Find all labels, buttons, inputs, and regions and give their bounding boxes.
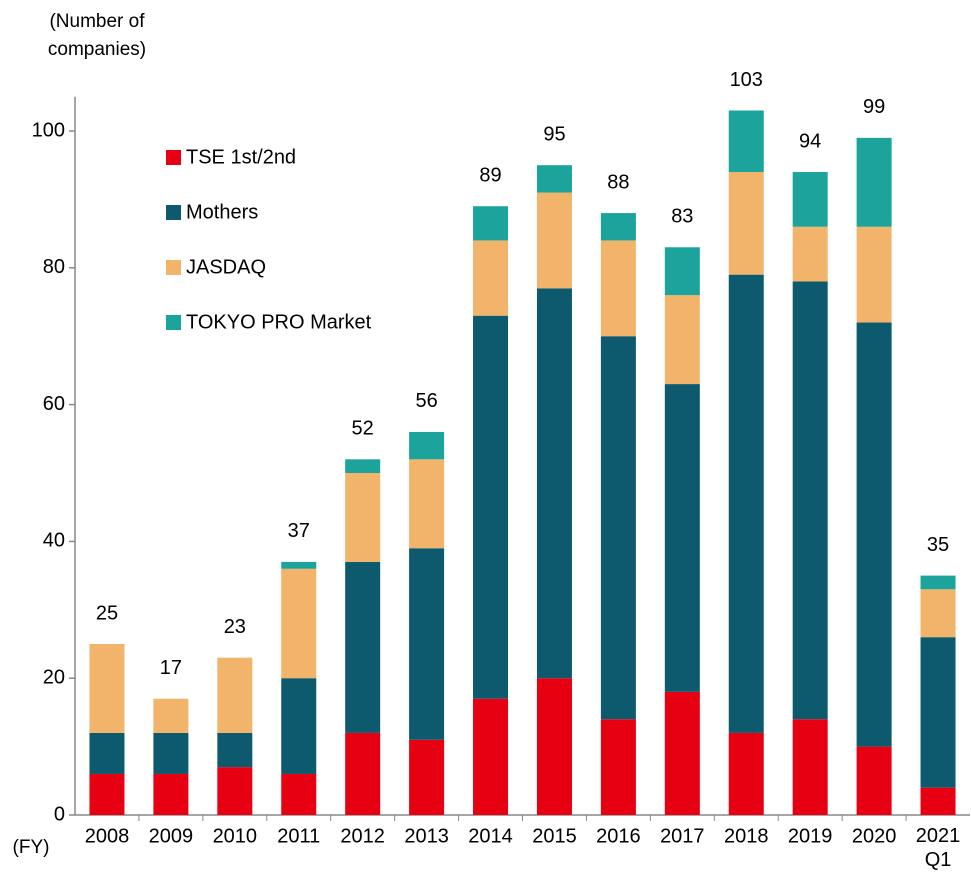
x-tick-label: 2017	[660, 825, 705, 847]
bar-segment	[473, 315, 509, 699]
bar-segment	[728, 110, 764, 173]
total-label: 89	[479, 165, 501, 187]
bar-segment	[217, 767, 253, 815]
bar-segment	[792, 281, 828, 720]
bar-segment	[728, 732, 764, 815]
bar-segment	[345, 561, 381, 733]
x-tick-label: 2011	[277, 825, 320, 847]
bar-segment	[728, 172, 764, 275]
bar-segment	[600, 719, 636, 815]
bar-segment	[856, 137, 892, 227]
bar-segment	[473, 240, 509, 316]
bar-segment	[153, 732, 189, 774]
bar-segment	[920, 589, 956, 638]
bar-segment	[409, 739, 445, 815]
bar-segment	[856, 322, 892, 747]
legend-label: TOKYO PRO Market	[186, 311, 372, 333]
bar-segment	[600, 336, 636, 720]
x-tick-label: 2020	[852, 825, 897, 847]
bar-segment	[217, 657, 253, 733]
bar-segment	[664, 295, 700, 385]
total-label: 94	[799, 130, 821, 152]
bar-segment	[920, 575, 956, 590]
bar-segment	[664, 384, 700, 692]
bar-segment	[473, 698, 509, 815]
bar-segment	[89, 773, 125, 815]
bar-segment	[536, 165, 572, 193]
y-tick-label: 80	[43, 256, 65, 278]
total-label: 17	[160, 657, 182, 679]
x-tick-label: 2009	[149, 825, 194, 847]
total-label: 88	[607, 171, 629, 193]
legend-label: Mothers	[186, 201, 258, 223]
bar-segment	[920, 787, 956, 815]
bar-segment	[281, 773, 317, 815]
total-label: 83	[671, 206, 693, 228]
x-tick-label: 2010	[213, 825, 258, 847]
legend-swatch	[166, 315, 181, 330]
bar-segment	[281, 568, 317, 679]
x-tick-label: 2016	[596, 825, 641, 847]
legend-label: TSE 1st/2nd	[186, 146, 296, 168]
bar-segment	[89, 732, 125, 774]
bar-segment	[856, 226, 892, 323]
x-tick-label: 2015	[532, 825, 577, 847]
bar-segment	[345, 459, 381, 473]
bar-segment	[281, 678, 317, 774]
total-label: 95	[543, 123, 565, 145]
total-label: 56	[415, 390, 437, 412]
legend-label: JASDAQ	[186, 256, 266, 278]
total-label: 25	[96, 602, 118, 624]
bar-segment	[281, 561, 317, 569]
total-label: 23	[224, 616, 246, 638]
y-tick-label: 100	[32, 119, 65, 141]
total-label: 103	[730, 69, 763, 91]
x-tick-label: 2008	[85, 825, 130, 847]
x-tick-label: 2014	[468, 825, 513, 847]
total-label: 35	[927, 534, 949, 556]
x-tick-label: 2012	[340, 825, 385, 847]
bar-segment	[153, 773, 189, 815]
bar-segment	[536, 678, 572, 815]
x-tick-label: 2019	[788, 825, 833, 847]
y-tick-label: 20	[43, 666, 65, 688]
bar-segment	[600, 213, 636, 241]
bar-segment	[473, 206, 509, 241]
bar-segment	[89, 644, 125, 733]
total-label: 99	[863, 96, 885, 118]
bar-segment	[409, 548, 445, 740]
x-tick-label: 2018	[724, 825, 769, 847]
bar-segment	[345, 732, 381, 815]
bar-segment	[536, 288, 572, 679]
y-axis-label: (Number of companies)	[47, 11, 147, 60]
legend-swatch	[166, 205, 181, 220]
bar-segment	[920, 637, 956, 788]
x-axis-label: (FY)	[12, 837, 50, 858]
legend-swatch	[166, 150, 181, 165]
y-tick-label: 0	[54, 803, 65, 825]
bar-segment	[409, 431, 445, 460]
bar-segment	[409, 459, 445, 549]
y-tick-label: 60	[43, 393, 65, 415]
bar-segment	[153, 698, 189, 733]
bar-segment	[664, 247, 700, 296]
bar-segment	[345, 473, 381, 562]
bar-segment	[217, 732, 253, 768]
total-label: 52	[352, 418, 374, 440]
x-tick-label: 2021 Q1	[916, 825, 961, 871]
x-tick-label: 2013	[404, 825, 449, 847]
bar-segment	[792, 172, 828, 227]
bar-segment	[792, 719, 828, 815]
total-label: 37	[288, 520, 310, 542]
bar-segment	[664, 691, 700, 815]
bar-segment	[792, 226, 828, 282]
bar-segment	[600, 240, 636, 337]
y-tick-label: 40	[43, 530, 65, 552]
bar-segment	[856, 746, 892, 815]
bar-segment	[536, 192, 572, 289]
legend-swatch	[166, 260, 181, 275]
bar-segment	[728, 274, 764, 733]
